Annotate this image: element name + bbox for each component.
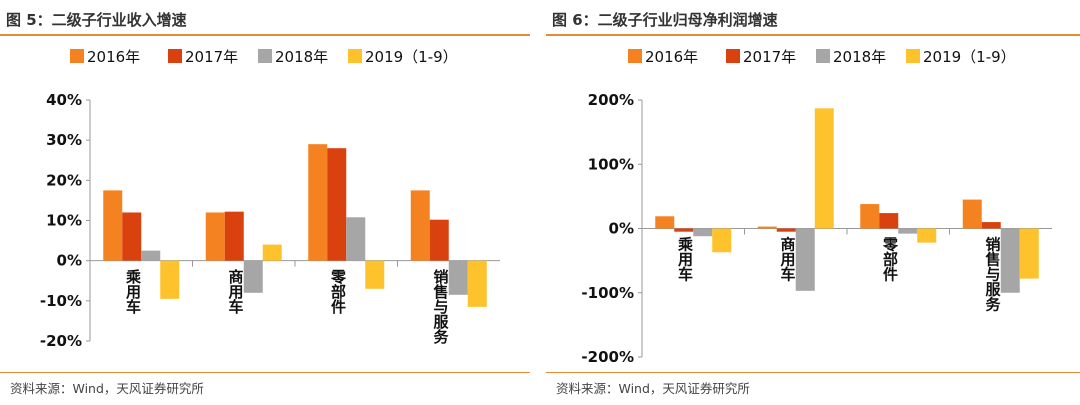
legend-swatch [348,49,362,63]
legend-label: 2017年 [743,48,796,66]
legend-label: 2017年 [185,48,238,66]
chart-panel-revenue-growth: 图 5：二级子行业收入增速 2016年 2017年 2018年 2019（1-9） 40… [0,0,530,405]
legend-item: 2018年 [816,48,886,66]
legend-item: 2017年 [726,48,796,66]
bar [308,144,328,261]
legend-swatch [258,49,272,63]
x-category-label: 零部件 [881,237,899,283]
bar [448,260,468,295]
y-tick-label: -20% [40,332,82,350]
bar [429,219,449,261]
x-category-label: 乘用车 [124,268,142,315]
legend-swatch [168,49,182,63]
bar [981,222,1001,229]
source-note: 资料来源：Wind，天风证券研究所 [556,381,750,396]
bar [365,260,385,289]
bar [860,204,880,229]
bar-chart-revenue-growth: 2016年 2017年 2018年 2019（1-9） 40% 30% 20% 10% 0% -1… [40,48,500,350]
x-category-label: 销售与服务 [432,268,450,345]
legend-label: 2019（1-9） [365,48,458,66]
chart-panel-net-profit-growth: 图 6：二级子行业归母净利润增速 2016年 2017年 2018年 2019（1-9… [546,0,1080,405]
y-tick-label: 20% [46,171,82,189]
bar [327,148,347,261]
title-divider [546,34,1080,36]
bar [262,244,282,261]
legend-swatch [726,49,740,63]
legend-swatch [816,49,830,63]
legend-label: 2016年 [645,48,698,66]
bar [693,228,713,237]
bar [160,260,180,299]
bar [205,212,225,261]
y-tick-label: 0% [609,220,634,238]
y-tick-label: 0% [57,252,82,270]
legend-label: 2016年 [87,48,140,66]
y-tick-label: 40% [46,91,82,109]
legend-item: 2017年 [168,48,238,66]
bar [346,217,366,261]
legend-item: 2019（1-9） [906,48,1016,66]
bar [674,228,694,232]
bar [962,199,982,229]
legend-item: 2018年 [258,48,328,66]
y-tick-label: 10% [46,212,82,230]
bar [410,190,430,261]
legend-item: 2019（1-9） [348,48,458,66]
bar [467,260,487,307]
bar [879,213,899,229]
bar [141,250,161,261]
y-tick-label: 30% [46,131,82,149]
source-divider [0,372,530,373]
bar [917,228,937,243]
source-divider [546,372,1080,373]
bar-chart-net-profit-growth: 2016年 2017年 2018年 2019（1-9） 200% 100% 0% -100% -… [581,48,1052,366]
y-tick-label: 200% [588,91,634,109]
legend-swatch [628,49,642,63]
bar [898,228,918,234]
bar [224,211,244,261]
title-divider [0,34,530,36]
legend-label: 2018年 [275,48,328,66]
bar [243,260,263,293]
legend-swatch [906,49,920,63]
bar [712,228,732,253]
bar [103,190,123,261]
figure-title: 图 6：二级子行业归母净利润增速 [552,11,778,29]
y-tick-label: 100% [588,155,634,173]
figure-title: 图 5：二级子行业收入增速 [6,11,187,29]
legend-label: 2018年 [833,48,886,66]
bar [1000,228,1020,293]
bar [122,212,142,261]
x-category-label: 零部件 [329,269,347,315]
x-category-label: 乘用车 [676,236,694,283]
y-tick-label: -100% [581,284,634,302]
source-note: 资料来源：Wind，天风证券研究所 [10,381,204,396]
legend-swatch [70,49,84,63]
bar [814,108,834,229]
x-category-label: 商用车 [227,268,245,315]
x-category-label: 销售与服务 [984,236,1002,313]
bar [776,228,796,232]
legend-item: 2016年 [628,48,698,66]
bar [655,216,675,229]
bar [795,228,815,291]
y-tick-label: -200% [581,348,634,366]
legend-label: 2019（1-9） [923,48,1016,66]
bar [757,226,777,229]
bar [1019,228,1039,279]
x-category-label: 商用车 [779,236,797,283]
y-tick-label: -10% [40,292,82,310]
legend-item: 2016年 [70,48,140,66]
